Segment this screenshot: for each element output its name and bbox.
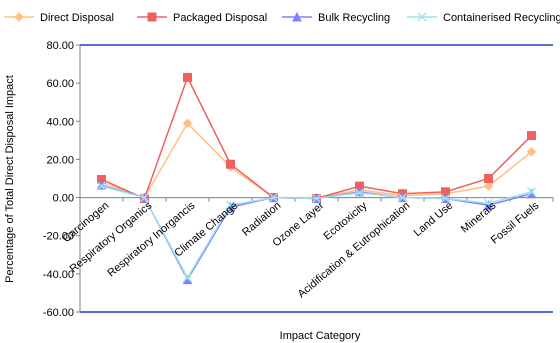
data-point-stroke — [182, 273, 193, 283]
y-tick-label: -60.00 — [43, 307, 74, 319]
series-line — [101, 121, 532, 199]
data-point — [182, 118, 193, 128]
data-point-stroke — [526, 187, 537, 197]
chart-axes — [76, 44, 554, 313]
data-point — [354, 188, 365, 198]
legend-item: Packaged Disposal — [137, 12, 267, 24]
y-tick-label: 80.00 — [46, 40, 74, 52]
x-tick-label: Minerals — [459, 199, 499, 235]
data-point — [526, 187, 537, 197]
data-point — [183, 72, 192, 82]
data-point-stroke — [225, 200, 236, 210]
data-point-stroke — [483, 198, 494, 208]
data-point-stroke — [397, 193, 408, 203]
data-point — [526, 147, 537, 157]
y-tick-label: -40.00 — [43, 269, 74, 281]
legend-item: Bulk Recycling — [282, 11, 390, 24]
data-point-stroke — [440, 193, 451, 204]
data-point — [440, 193, 451, 204]
data-point — [226, 159, 235, 169]
data-point-stroke — [311, 193, 322, 204]
x-tick-label: Radiation — [240, 200, 283, 239]
data-point-stroke — [417, 12, 427, 22]
data-point — [268, 193, 279, 203]
legend-item: Direct Disposal — [4, 12, 114, 24]
y-tick-label: 0.00 — [53, 193, 74, 205]
legend-label: Containerised Recycling — [443, 12, 560, 24]
series-packaged-disposal — [97, 72, 536, 204]
x-axis-title: Impact Category — [280, 330, 361, 342]
chart-legend: Direct Disposal Packaged Disposal Bulk Rec… — [4, 11, 560, 24]
chart-series — [96, 72, 537, 285]
legend-label: Direct Disposal — [40, 12, 114, 24]
data-point — [292, 11, 302, 22]
data-point — [527, 131, 536, 141]
data-point — [14, 12, 24, 22]
data-point — [96, 181, 107, 191]
legend-item: Containerised Recycling — [407, 12, 560, 24]
legend-label: Bulk Recycling — [318, 12, 390, 24]
y-tick-label: -20.00 — [43, 231, 74, 243]
x-tick-label: Respiratory Organics — [68, 199, 155, 275]
data-point-stroke — [96, 181, 107, 191]
data-point-stroke — [268, 193, 279, 203]
y-tick-label: 40.00 — [46, 116, 74, 128]
y-tick-label: 60.00 — [46, 78, 74, 90]
data-point — [139, 193, 150, 203]
series-line — [101, 75, 533, 200]
data-point — [484, 174, 493, 183]
data-point — [225, 200, 236, 210]
data-point-stroke — [139, 193, 150, 203]
data-point — [417, 12, 427, 22]
data-point — [397, 193, 408, 203]
data-point-stroke — [354, 188, 365, 198]
legend-label: Packaged Disposal — [173, 12, 267, 24]
data-point — [182, 273, 193, 283]
data-point — [311, 193, 322, 204]
data-point — [483, 181, 494, 191]
y-axis-title: Percentage of Total Direct Disposal Impa… — [4, 75, 16, 283]
data-point — [483, 198, 494, 208]
series-containerised-recycling — [96, 181, 537, 283]
chart-labels: 80.00 60.00 40.00 20.00 0.00 -20.00 -40.00 -60.… — [43, 40, 542, 319]
y-tick-label: 20.00 — [46, 154, 74, 166]
series-direct-disposal — [96, 118, 537, 203]
x-tick-label: Fossil Fuels — [489, 199, 542, 246]
x-tick-label: Land Use — [412, 200, 456, 239]
data-point — [147, 12, 157, 22]
